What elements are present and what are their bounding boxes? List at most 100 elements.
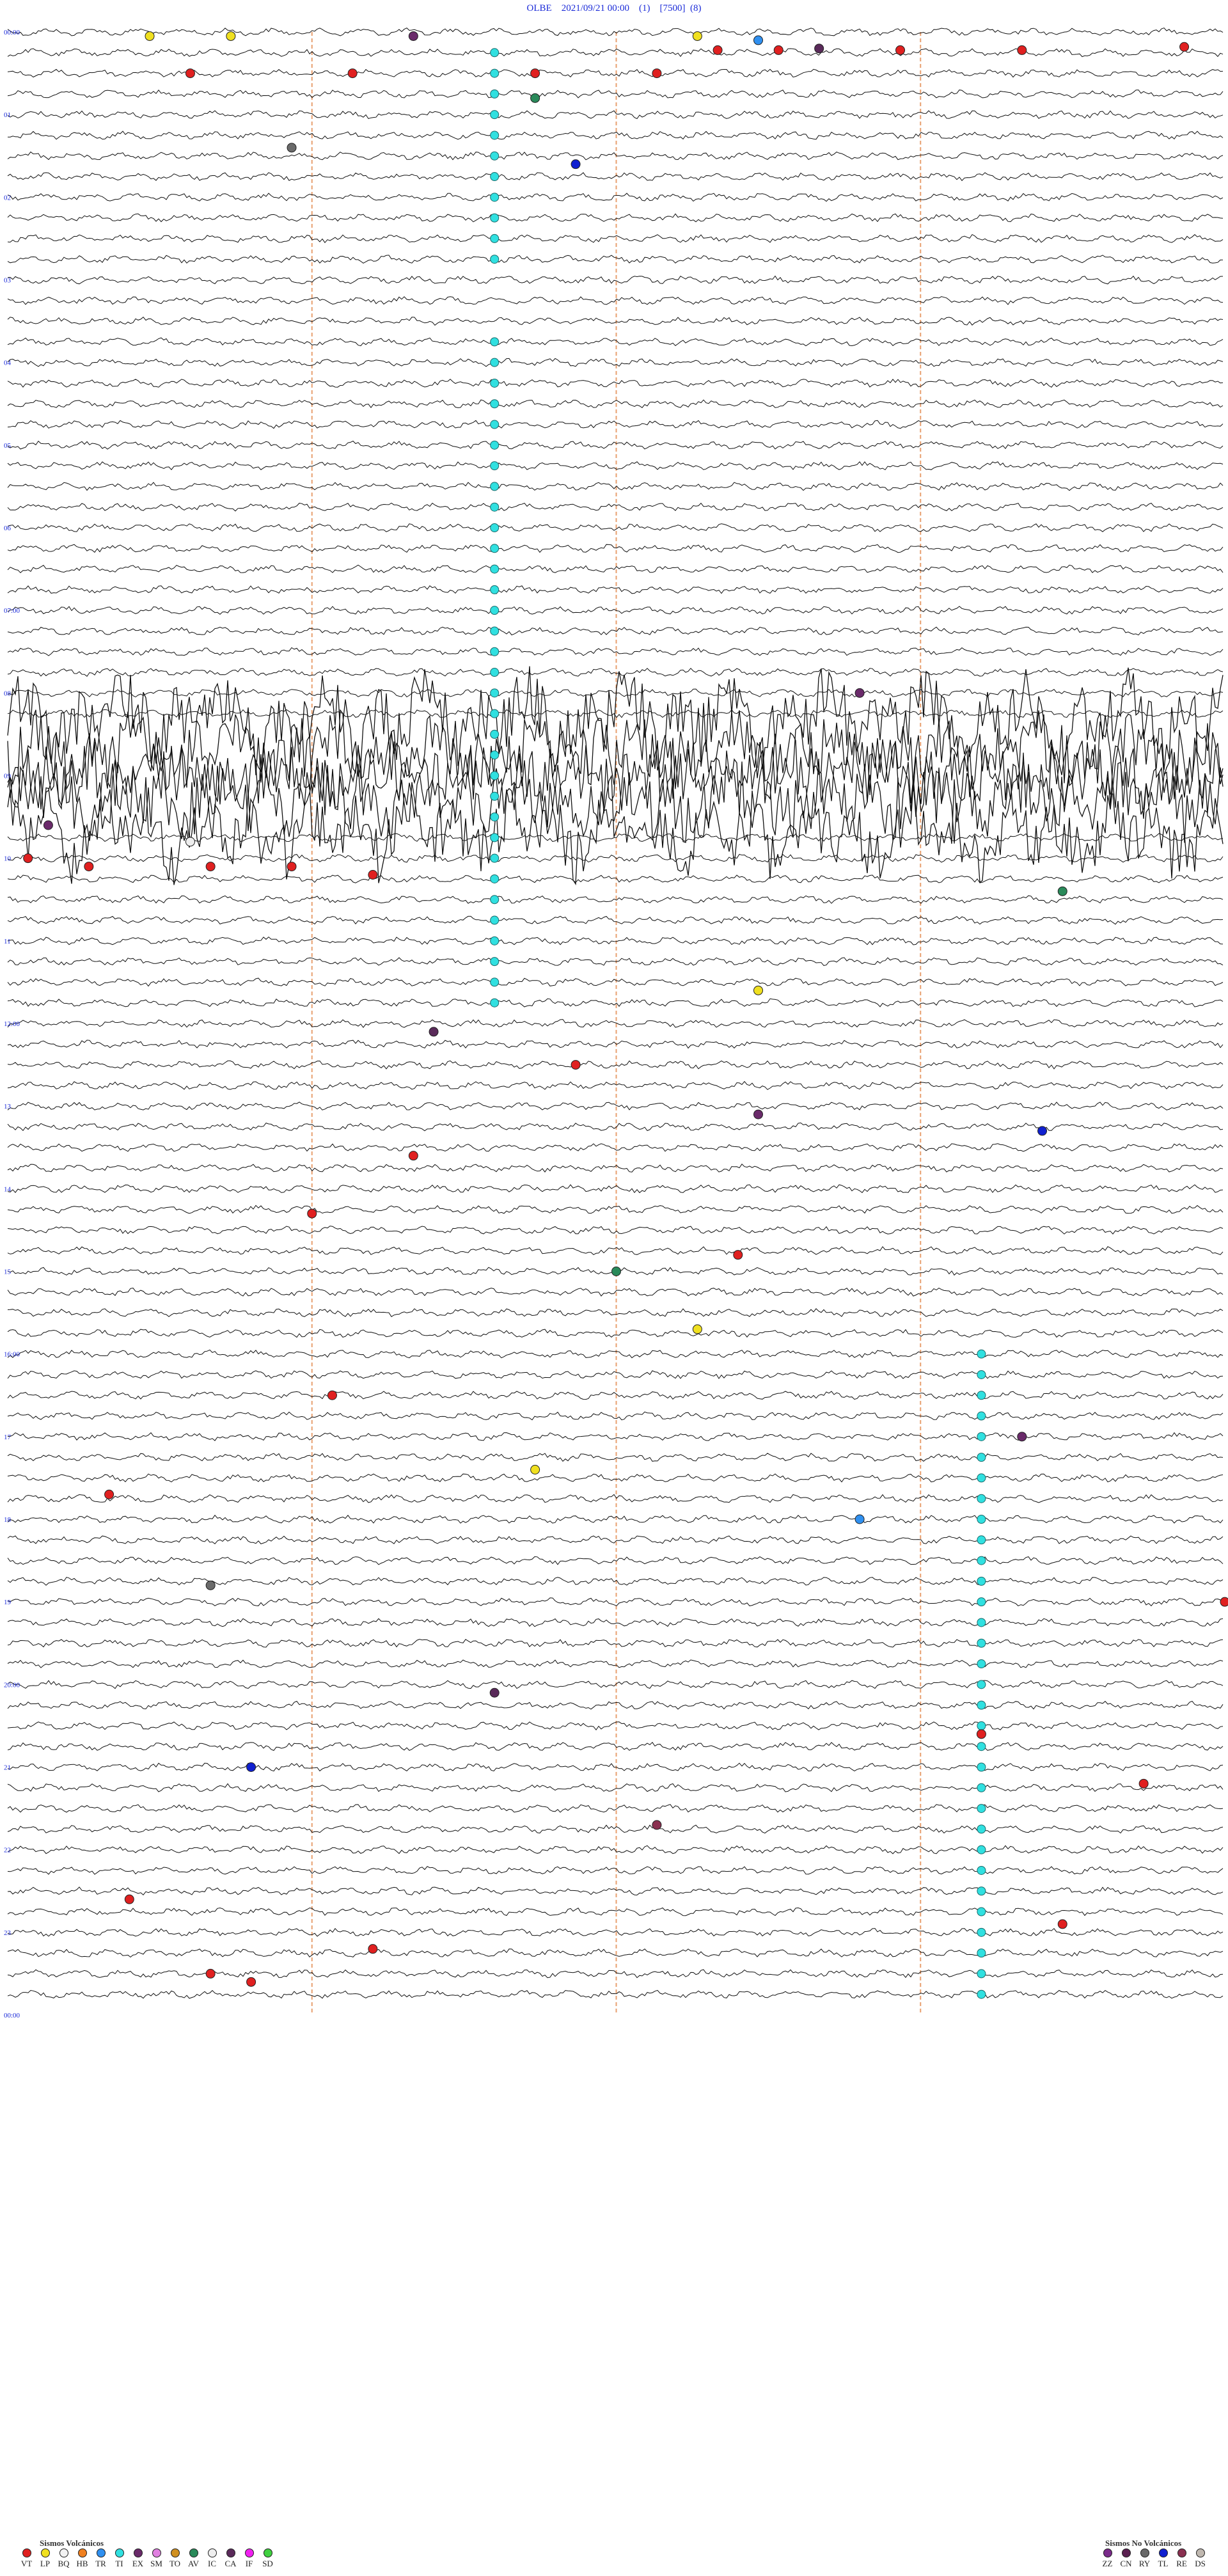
legend-code-label: IC	[208, 2559, 216, 2568]
ti-event-marker	[490, 585, 500, 594]
event-marker-ex	[408, 31, 418, 41]
event-marker-lp	[692, 31, 702, 41]
ti-event-marker	[490, 771, 500, 780]
trace-row-52	[7, 1102, 1224, 1110]
event-marker-vt	[1057, 1919, 1067, 1929]
ti-event-marker	[490, 936, 500, 945]
legend-item-to: TO	[168, 2548, 182, 2569]
legend-nonvolcanic-items: ZZ CN RY TL RE DS	[1100, 2548, 1208, 2569]
trace-row-61	[7, 1288, 1224, 1297]
trace-row-86	[7, 1804, 1224, 1813]
legend-dot-av	[189, 2548, 198, 2557]
hour-label: 05	[4, 442, 12, 450]
trace-row-8	[7, 193, 1224, 202]
ti-event-marker	[977, 1865, 986, 1875]
event-marker-tl	[571, 159, 581, 170]
event-marker-vt	[368, 1944, 378, 1954]
helicorder-plot: 00:00 01 02 03 04 05 06 07:00 08 09 10 11 12:00 13 14 1…	[4, 28, 1228, 2019]
trace-row-92	[7, 1928, 1224, 1937]
event-marker-vt	[1220, 1597, 1228, 1607]
ti-event-marker	[490, 729, 500, 739]
event-marker-ca	[489, 1687, 500, 1698]
ti-event-marker	[977, 1576, 986, 1586]
ti-event-marker	[490, 564, 500, 574]
trace-row-20	[7, 440, 1224, 450]
ti-event-marker	[490, 440, 500, 450]
time-labels: 00:00 01 02 03 04 05 06 07:00 08 09 10 11 12:00 13 14 1…	[4, 29, 20, 2019]
legend-item-tl: TL	[1156, 2548, 1170, 2569]
trace-row-22	[7, 482, 1224, 491]
legend-dot-tl	[1158, 2548, 1168, 2557]
trace-row-33	[7, 709, 1224, 718]
legend-dot-sd	[263, 2548, 272, 2557]
legend-item-sd: SD	[260, 2548, 275, 2569]
ti-event-marker	[490, 502, 500, 512]
trace-row-34	[7, 666, 1224, 802]
ti-event-marker	[490, 89, 500, 99]
ti-event-marker	[977, 1742, 986, 1751]
ti-event-marker	[490, 48, 500, 58]
event-marker-tr	[854, 1514, 865, 1524]
trace-row-48	[7, 1019, 1224, 1029]
trace-row-5	[7, 130, 1224, 140]
ti-event-marker	[490, 853, 500, 863]
trace-row-83	[7, 1742, 1224, 1751]
legend-nonvolcanic: Sismos No Volcánicos ZZ CN RY TL RE DS	[1100, 2538, 1208, 2569]
trace-row-14	[7, 316, 1224, 326]
ti-event-marker	[490, 750, 500, 760]
trace-row-94	[7, 1969, 1224, 1979]
ti-event-marker	[490, 110, 500, 120]
hour-label: 17	[4, 1434, 12, 1441]
event-marker-vt	[733, 1250, 743, 1260]
trace-row-70	[7, 1473, 1224, 1483]
event-marker-vt	[976, 1729, 986, 1739]
legend-volcanic-items: VT LP BQ HB TR TI EX SM TO AV IC CA IF SD	[19, 2548, 275, 2569]
hour-label: 18	[4, 1516, 12, 1524]
ti-event-marker	[977, 1515, 986, 1524]
trace-row-81	[7, 1700, 1224, 1710]
chart-header: OLBE 2021/09/21 00:00 (1) [7500] (8)	[0, 0, 1228, 19]
legend-dot-zz	[1103, 2548, 1112, 2557]
ti-event-marker	[977, 1927, 986, 1937]
trace-row-69	[7, 1453, 1224, 1462]
ti-event-marker	[490, 998, 500, 1007]
event-marker-ex	[854, 688, 865, 698]
legend-code-label: HB	[76, 2559, 88, 2568]
ti-event-marker	[490, 668, 500, 677]
ti-event-marker	[977, 1453, 986, 1462]
trace-row-4	[7, 110, 1224, 120]
legend-nonvolcanic-title: Sismos No Volcánicos	[1105, 2538, 1182, 2548]
ti-event-columns	[490, 48, 986, 1999]
ti-event-marker	[977, 1762, 986, 1772]
legend-dot-cn	[1121, 2548, 1131, 2557]
legend-item-zz: ZZ	[1100, 2548, 1115, 2569]
hour-label: 21	[4, 1764, 11, 1772]
ti-event-marker	[490, 255, 500, 264]
event-marker-vt	[408, 1151, 418, 1161]
ti-event-marker	[490, 130, 500, 140]
trace-row-37	[7, 729, 1224, 865]
trace-row-45	[7, 957, 1224, 966]
event-marker-vt	[124, 1894, 134, 1904]
event-marker-vt	[712, 45, 723, 55]
event-marker-vt	[571, 1060, 581, 1070]
legend-item-bq: BQ	[56, 2548, 71, 2569]
trace-row-78	[7, 1639, 1224, 1648]
ti-event-marker	[490, 977, 500, 987]
ti-event-marker	[490, 193, 500, 202]
trace-row-65	[7, 1370, 1224, 1379]
trace-row-36	[7, 709, 1224, 843]
legend-code-label: EX	[132, 2559, 144, 2568]
trace-row-3	[7, 89, 1224, 99]
trace-row-62	[7, 1308, 1224, 1317]
event-marker-ry	[205, 1580, 216, 1590]
ti-event-marker	[977, 1845, 986, 1854]
hour-label: 06	[4, 525, 12, 532]
channel-label: (1)	[638, 3, 650, 13]
event-marker-vt	[104, 1489, 114, 1499]
trace-row-95	[7, 1989, 1224, 1999]
ti-event-marker	[490, 647, 500, 656]
trace-row-47	[7, 998, 1224, 1007]
trace-row-18	[7, 399, 1224, 409]
hour-label: 19	[4, 1599, 12, 1606]
